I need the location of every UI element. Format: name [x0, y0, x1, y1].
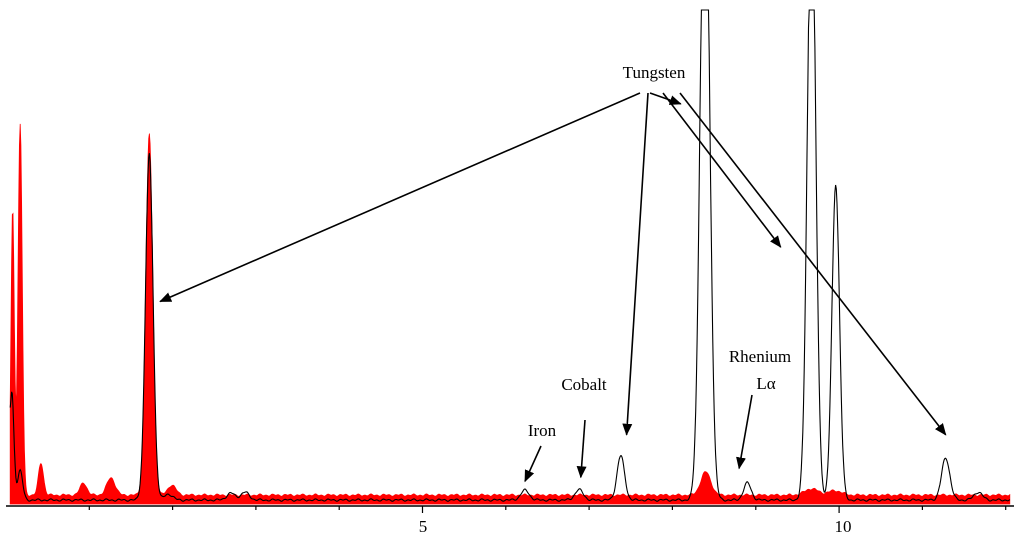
annotation-cobalt: Cobalt	[561, 375, 607, 394]
series-line-spectrum	[9, 9, 1011, 502]
arrow-tungsten-4	[662, 92, 782, 248]
x-ticks	[88, 506, 1007, 513]
arrow-tungsten-1	[159, 92, 641, 303]
series-layer	[9, 9, 1011, 505]
arrow-iron-1	[524, 445, 542, 483]
annotation-arrows	[159, 92, 947, 483]
series-filled-spectrum	[9, 123, 1011, 505]
arrow-tungsten-2	[649, 92, 682, 105]
arrow-rhenium-1	[736, 394, 753, 470]
annotation-rhenium-line2: Lα	[756, 374, 775, 393]
x-tick-label-5: 5	[419, 517, 428, 536]
arrow-tungsten-3	[622, 92, 649, 436]
x-tick-label-10: 10	[835, 517, 852, 536]
annotation-tungsten: Tungsten	[623, 63, 686, 82]
arrow-cobalt-1	[576, 419, 587, 479]
annotation-iron: Iron	[528, 421, 557, 440]
annotation-rhenium-line1: Rhenium	[729, 347, 791, 366]
arrow-tungsten-5	[679, 92, 947, 436]
